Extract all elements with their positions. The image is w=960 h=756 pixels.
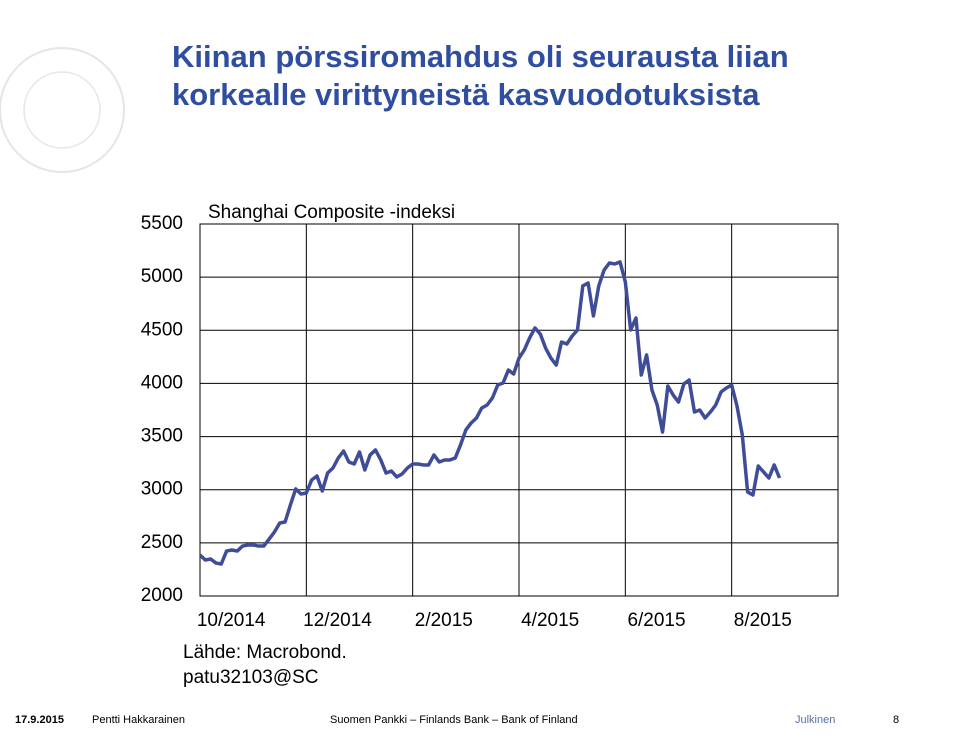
x-tick-label: 4/2015 bbox=[521, 610, 579, 631]
x-tick-label: 12/2014 bbox=[303, 610, 372, 631]
logo bbox=[0, 47, 125, 173]
footer-page: 8 bbox=[893, 714, 899, 726]
y-tick-label: 5500 bbox=[141, 213, 183, 234]
chart-title: Shanghai Composite -indeksi bbox=[208, 202, 455, 223]
footer-date: 17.9.2015 bbox=[15, 714, 64, 726]
plot-frame bbox=[199, 223, 839, 597]
y-tick-label: 5000 bbox=[141, 266, 183, 287]
y-tick-label: 3000 bbox=[141, 479, 183, 500]
y-tick-label: 2000 bbox=[141, 585, 183, 606]
code: patu32103@SC bbox=[183, 667, 319, 688]
slide-title: Kiinan pörssiromahdus oli seurausta liia… bbox=[172, 39, 789, 112]
x-tick-label: 8/2015 bbox=[734, 610, 792, 631]
footer-author: Pentti Hakkarainen bbox=[92, 714, 185, 726]
y-tick-label: 3500 bbox=[141, 426, 183, 447]
series-line bbox=[198, 260, 782, 566]
x-tick-label: 10/2014 bbox=[197, 610, 266, 631]
footer-organization: Suomen Pankki – Finlands Bank – Bank of … bbox=[330, 714, 578, 726]
y-tick-label: 4500 bbox=[141, 319, 183, 340]
x-tick-label: 6/2015 bbox=[627, 610, 685, 631]
y-tick-label: 2500 bbox=[141, 532, 183, 553]
y-tick-label: 4000 bbox=[141, 372, 183, 393]
x-tick-label: 2/2015 bbox=[415, 610, 473, 631]
title-box: Kiinan pörssiromahdus oli seurausta liia… bbox=[172, 39, 789, 112]
source: Lähde: Macrobond. bbox=[183, 642, 347, 663]
footer-classification: Julkinen bbox=[795, 714, 835, 726]
